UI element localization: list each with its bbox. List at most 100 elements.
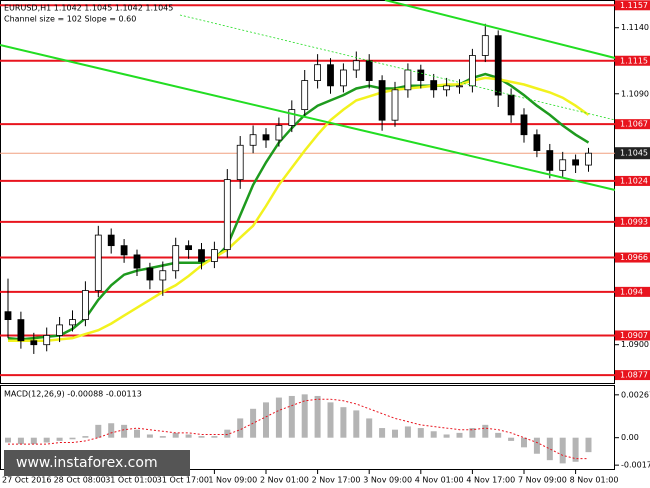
y-tick-label: 1.1140 bbox=[621, 23, 649, 32]
macd-bar bbox=[495, 432, 502, 438]
level-box bbox=[615, 286, 650, 297]
candle-body bbox=[82, 290, 89, 321]
candle-body bbox=[314, 64, 322, 81]
y-tick-label: 0.00267 bbox=[621, 390, 650, 399]
macd-bar bbox=[392, 429, 398, 438]
macd-title: MACD(12,26,9) -0.00088 -0.00113 bbox=[4, 390, 142, 399]
macd-bar bbox=[585, 437, 592, 453]
candle-body bbox=[120, 245, 128, 256]
candle-body bbox=[56, 324, 63, 336]
candle-body bbox=[43, 335, 51, 346]
candle-body bbox=[507, 94, 515, 116]
candle-body bbox=[236, 144, 244, 181]
x-tick-label: 28 Oct 08:00 bbox=[54, 476, 106, 485]
macd-bar bbox=[134, 429, 140, 438]
channel-lower bbox=[0, 44, 616, 191]
candle-body bbox=[391, 89, 399, 121]
candle-body bbox=[494, 35, 502, 96]
candle-body bbox=[146, 267, 154, 281]
candle-body bbox=[275, 125, 283, 141]
current-price-label: 1.1045 bbox=[620, 149, 648, 158]
x-tick-label: 2 Nov 01:00 bbox=[260, 476, 309, 485]
candle-body bbox=[546, 150, 554, 171]
level-label: 1.094 bbox=[620, 287, 643, 296]
y-tick-label: -0.00171 bbox=[621, 461, 650, 470]
candle-body bbox=[4, 311, 12, 321]
macd-bar bbox=[533, 437, 540, 454]
level-box bbox=[615, 330, 650, 341]
candle-body bbox=[417, 69, 425, 81]
candle-body bbox=[327, 64, 334, 87]
candle-body bbox=[133, 254, 141, 269]
macd-bar bbox=[508, 437, 515, 441]
macd-bar bbox=[327, 402, 334, 438]
x-tick-label: 31 Oct 01:00 bbox=[105, 476, 157, 485]
level-box bbox=[615, 175, 650, 186]
candle-body bbox=[223, 179, 231, 251]
candle-body bbox=[468, 55, 476, 87]
macd-bar bbox=[430, 431, 437, 438]
macd-bar bbox=[443, 434, 450, 438]
macd-bar bbox=[17, 437, 24, 445]
macd-bar bbox=[211, 436, 218, 438]
macd-bar bbox=[30, 437, 37, 445]
macd-bar bbox=[121, 424, 128, 438]
macd-bar bbox=[456, 432, 463, 438]
macd-bar bbox=[417, 428, 424, 438]
macd-bar bbox=[521, 437, 527, 448]
macd-bar bbox=[404, 426, 411, 438]
candle-body bbox=[17, 319, 25, 342]
x-tick-label: 1 Nov 09:00 bbox=[208, 476, 257, 485]
candle-body bbox=[262, 134, 270, 141]
candle-body bbox=[288, 109, 296, 126]
candle-body bbox=[404, 69, 412, 91]
macd-bar bbox=[353, 410, 360, 438]
y-tick-label: 1.0900 bbox=[621, 340, 649, 349]
macd-bar bbox=[482, 424, 489, 438]
y-tick-label: 1.1090 bbox=[621, 89, 649, 98]
moving-average bbox=[8, 76, 590, 342]
candle-body bbox=[443, 85, 451, 91]
y-tick-label: 0.00 bbox=[621, 433, 639, 442]
channel-upper bbox=[384, 0, 616, 59]
level-label: 1.1157 bbox=[620, 1, 648, 10]
macd-bar bbox=[314, 395, 321, 438]
candle-body bbox=[378, 80, 386, 121]
x-tick-label: 8 Nov 01:00 bbox=[570, 476, 619, 485]
macd-bar bbox=[546, 437, 553, 461]
macd-signal bbox=[8, 398, 589, 460]
x-tick-label: 2 Nov 17:00 bbox=[312, 476, 361, 485]
level-label: 1.0993 bbox=[620, 217, 648, 226]
level-box bbox=[615, 370, 650, 381]
level-box bbox=[615, 0, 650, 11]
macd-bar bbox=[69, 437, 76, 440]
candle-body bbox=[198, 249, 205, 262]
level-box bbox=[615, 55, 650, 66]
macd-bar bbox=[340, 407, 347, 438]
macd-bar bbox=[43, 437, 50, 443]
macd-bar bbox=[5, 437, 11, 443]
macd-bar bbox=[559, 437, 566, 464]
candle-body bbox=[352, 60, 360, 71]
level-label: 1.0966 bbox=[620, 253, 648, 262]
chart-title: EURUSD,H1 1.1042 1.1045 1.1042 1.1045 bbox=[4, 4, 173, 13]
macd-bar bbox=[379, 428, 386, 438]
x-tick-label: 7 Nov 09:00 bbox=[518, 476, 567, 485]
macd-bar bbox=[146, 434, 153, 438]
x-tick-label: 4 Nov 01:00 bbox=[415, 476, 464, 485]
candle-body bbox=[107, 234, 115, 247]
macd-bar bbox=[275, 397, 282, 438]
macd-bar bbox=[366, 418, 373, 438]
price-panel bbox=[0, 0, 615, 384]
macd-bar bbox=[224, 429, 231, 438]
candle-body bbox=[533, 134, 541, 151]
candle-body bbox=[185, 245, 193, 251]
x-tick-label: 27 Oct 2016 bbox=[2, 476, 51, 485]
watermark-box bbox=[4, 450, 190, 476]
candle-body bbox=[430, 80, 438, 91]
candle-body bbox=[585, 152, 592, 166]
candle-body bbox=[339, 69, 347, 87]
candle-body bbox=[520, 114, 528, 136]
level-box bbox=[615, 216, 650, 227]
